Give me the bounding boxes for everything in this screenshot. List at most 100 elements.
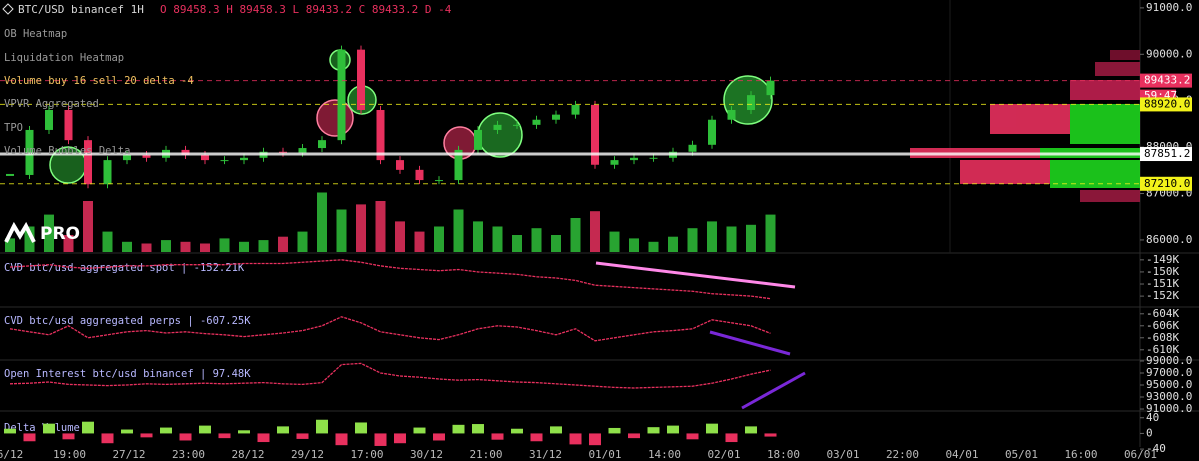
x-tick-label: 31/12 bbox=[529, 448, 562, 461]
y-tick-label: 91000.0 bbox=[1146, 402, 1192, 415]
delta-bar bbox=[491, 433, 504, 440]
candle bbox=[279, 151, 287, 153]
delta-bar bbox=[335, 433, 348, 446]
candle bbox=[6, 173, 14, 176]
delta-bar bbox=[43, 423, 55, 434]
volume-bar bbox=[453, 209, 464, 252]
candle bbox=[220, 160, 229, 162]
pane-title: CVD btc/usd aggregated spot | -152.21K bbox=[4, 262, 245, 274]
legend-item[interactable]: VPVR Aggregated bbox=[4, 98, 99, 110]
volume-bar bbox=[24, 226, 35, 252]
x-tick-label: 23:00 bbox=[172, 448, 205, 461]
delta-bar bbox=[647, 427, 660, 434]
delta-bar bbox=[472, 424, 484, 434]
volume-bar bbox=[746, 224, 756, 252]
x-tick-label: 30/12 bbox=[410, 448, 443, 461]
legend-item[interactable]: OB Heatmap bbox=[4, 28, 67, 40]
delta-bar bbox=[4, 428, 16, 434]
delta-bar bbox=[550, 426, 562, 434]
volume-bar bbox=[570, 218, 581, 252]
volume-bar bbox=[512, 235, 522, 252]
volume-bar bbox=[395, 221, 405, 252]
volume-bar bbox=[707, 221, 717, 252]
volume-bar bbox=[531, 228, 542, 252]
logo-icon bbox=[2, 3, 14, 15]
delta-bar bbox=[433, 433, 445, 441]
candle bbox=[454, 149, 463, 181]
legend-item[interactable]: Volume Bubbles Delta bbox=[4, 145, 130, 157]
volume-bar bbox=[5, 238, 15, 252]
volume-bar bbox=[765, 214, 776, 252]
delta-bar bbox=[355, 422, 367, 434]
volume-bar bbox=[473, 221, 483, 252]
y-tick-label: 40 bbox=[1146, 411, 1159, 424]
candle bbox=[25, 129, 34, 175]
y-tick-label: 86000.0 bbox=[1146, 233, 1192, 246]
x-tick-label: 29/12 bbox=[291, 448, 324, 461]
volume-bar bbox=[668, 236, 678, 252]
x-tick-label: 05/01 bbox=[1005, 448, 1038, 461]
price-tag bbox=[1140, 73, 1192, 88]
x-tick-label: 16:00 bbox=[1064, 448, 1097, 461]
volume-bar bbox=[687, 228, 698, 252]
brand: PRO bbox=[40, 224, 80, 244]
candle bbox=[396, 160, 404, 170]
x-tick-label: 04/01 bbox=[945, 448, 978, 461]
delta-bar bbox=[628, 433, 640, 439]
x-tick-label: 03/01 bbox=[826, 448, 859, 461]
candle bbox=[591, 104, 599, 165]
candle bbox=[240, 157, 248, 161]
candle bbox=[318, 140, 326, 149]
y-tick-label: -149K bbox=[1146, 253, 1179, 266]
candle bbox=[337, 49, 346, 141]
x-tick-label: 21:00 bbox=[469, 448, 502, 461]
legend-item[interactable]: Liquidation Heatmap bbox=[4, 52, 124, 64]
y-tick-label: 97000.0 bbox=[1146, 366, 1192, 379]
candle bbox=[493, 124, 502, 130]
delta-bar bbox=[238, 430, 250, 434]
volume-bar bbox=[122, 241, 132, 252]
volume-bar bbox=[83, 201, 93, 252]
legend-item[interactable]: TPO bbox=[4, 122, 23, 134]
price-tag-label: 89433.2 bbox=[1144, 74, 1190, 87]
x-tick-label: 18:00 bbox=[767, 448, 800, 461]
delta-bar bbox=[199, 425, 211, 434]
volume-bar bbox=[336, 209, 347, 252]
y-tick-label: -608K bbox=[1146, 331, 1179, 344]
candle bbox=[708, 119, 716, 145]
volume-bar bbox=[648, 241, 659, 252]
x-tick-label: 19:00 bbox=[53, 448, 86, 461]
delta-bar bbox=[257, 433, 270, 443]
volume-bar bbox=[317, 192, 327, 252]
x-tick-label: 27/12 bbox=[112, 448, 145, 461]
delta-bar bbox=[316, 419, 328, 434]
x-tick-label: 22:00 bbox=[886, 448, 919, 461]
delta-bar bbox=[277, 426, 289, 434]
y-tick-label: -604K bbox=[1146, 307, 1179, 320]
volume-bar bbox=[375, 201, 386, 252]
volume-bar bbox=[590, 211, 600, 252]
volume-bar bbox=[161, 240, 171, 252]
x-tick-label: 01/01 bbox=[588, 448, 621, 461]
legend-item[interactable]: Volume buy 16 sell 20 delta -4 bbox=[4, 75, 194, 87]
y-tick-label: -152K bbox=[1146, 289, 1179, 302]
delta-bar bbox=[764, 433, 777, 437]
series-line bbox=[9, 259, 771, 300]
candle bbox=[298, 148, 307, 153]
volume-bar bbox=[180, 241, 191, 252]
delta-bar bbox=[374, 433, 387, 446]
volume-bar bbox=[63, 235, 74, 252]
y-tick-label: -610K bbox=[1146, 343, 1179, 356]
delta-bar bbox=[62, 433, 75, 440]
candle bbox=[415, 169, 424, 181]
delta-bar bbox=[179, 433, 192, 441]
candle bbox=[747, 95, 755, 110]
pane-title: Open Interest btc/usd binancef | 97.48K bbox=[4, 368, 251, 380]
candle bbox=[513, 124, 521, 126]
delta-bar bbox=[725, 433, 738, 443]
delta-bar bbox=[23, 433, 36, 442]
candle bbox=[727, 109, 736, 120]
volume-bar bbox=[551, 235, 561, 252]
